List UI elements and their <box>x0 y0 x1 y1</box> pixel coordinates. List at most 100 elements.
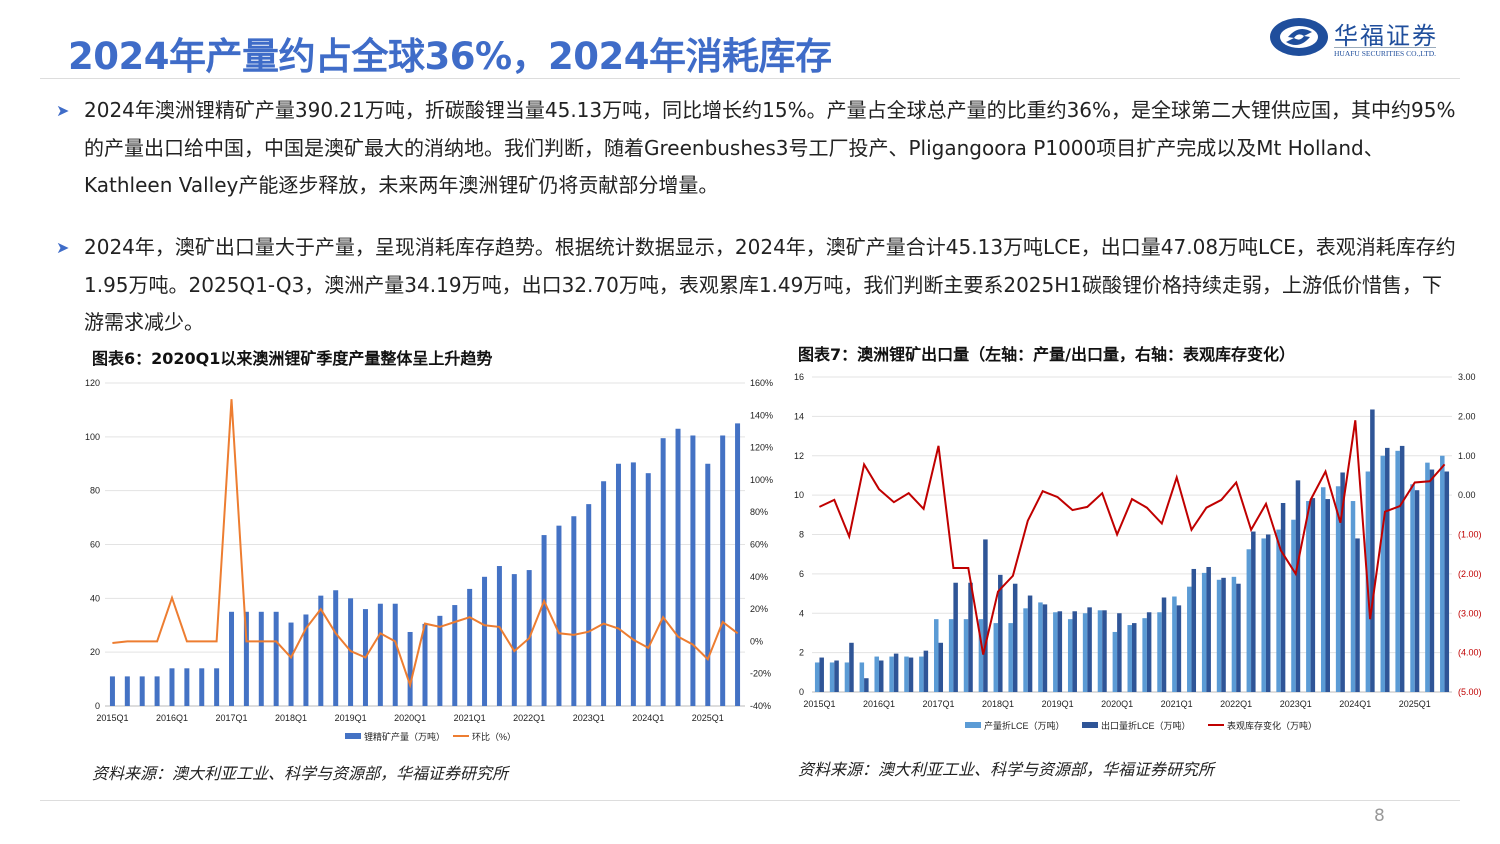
bar-1 <box>829 662 835 692</box>
y-left-tick-label: 0 <box>95 701 100 711</box>
bar-2 <box>878 660 884 692</box>
bar-2 <box>953 582 958 692</box>
line-series <box>818 420 1446 655</box>
bar-2 <box>968 582 973 692</box>
y-right-tick-label: 160% <box>750 378 773 388</box>
bar-1 <box>1216 579 1222 692</box>
bar-1 <box>452 605 458 706</box>
bar-1 <box>675 428 681 706</box>
chart-1-source: 资料来源：澳大利亚工业、科学与资源部，华福证券研究所 <box>92 764 509 783</box>
bar-1 <box>1038 602 1043 692</box>
bar-1 <box>482 576 488 706</box>
y-right-tick-label: 100% <box>750 475 773 485</box>
bar-1 <box>934 619 939 692</box>
bar-1 <box>1425 462 1430 692</box>
bar-1 <box>904 656 909 692</box>
company-logo: 华福证券 HUAFU SECURITIES CO.,LTD. <box>1268 16 1453 62</box>
y-right-tick-label: 0% <box>750 636 763 646</box>
x-tick-label: 2016Q1 <box>863 699 895 709</box>
bar-2 <box>1295 480 1301 692</box>
bar-1 <box>1440 455 1445 692</box>
bar-1 <box>1172 596 1177 692</box>
bar-2 <box>849 642 854 692</box>
chart-2-title: 图表7：澳洲锂矿出口量（左轴：产量/出口量，右轴：表观库存变化） <box>798 345 1295 364</box>
bar-1 <box>1008 623 1013 692</box>
bar-1 <box>586 504 592 706</box>
legend-label: 产量折LCE（万吨） <box>984 720 1065 731</box>
bar-1 <box>645 473 651 706</box>
legend-swatch <box>965 722 981 728</box>
bar-1 <box>1082 613 1088 692</box>
bar-2 <box>1072 611 1077 692</box>
x-tick-label: 2015Q1 <box>803 699 835 709</box>
x-tick-label: 2021Q1 <box>454 713 486 723</box>
bar-1 <box>978 619 984 692</box>
bar-1 <box>407 631 413 706</box>
bar-2 <box>1087 607 1092 692</box>
x-tick-label: 2017Q1 <box>215 713 247 723</box>
bar-1 <box>511 574 517 706</box>
bar-1 <box>392 603 398 706</box>
legend-label: 表观库存变化（万吨） <box>1227 720 1317 731</box>
y-right-tick-label: (5.00) <box>1458 687 1482 697</box>
bar-1 <box>377 603 383 706</box>
bar-2 <box>1221 577 1226 692</box>
bar-1 <box>993 623 999 692</box>
y-right-tick-label: 3.00 <box>1458 372 1476 382</box>
bar-2 <box>1385 447 1390 692</box>
x-tick-label: 2018Q1 <box>982 699 1014 709</box>
bar-2 <box>938 642 944 692</box>
bar-1 <box>601 481 607 706</box>
bar-1 <box>1395 450 1400 692</box>
bar-1 <box>1276 529 1281 692</box>
bar-1 <box>243 611 249 706</box>
bar-1 <box>556 525 562 706</box>
bullet-text: 2024年，澳矿出口量大于产量，呈现消耗库存趋势。根据统计数据显示，2024年，… <box>84 235 1456 334</box>
x-tick-label: 2019Q1 <box>1042 699 1074 709</box>
bar-2 <box>923 650 929 692</box>
bar-2 <box>1132 623 1137 692</box>
bullet-text: 2024年澳洲锂精矿产量390.21万吨，折碳酸锂当量45.13万吨，同比增长约… <box>84 98 1456 197</box>
bar-1 <box>571 516 577 706</box>
bar-1 <box>154 676 160 706</box>
bar-2 <box>908 657 914 692</box>
bar-1 <box>1231 576 1237 692</box>
x-tick-label: 2015Q1 <box>96 713 128 723</box>
bar-1 <box>1201 572 1207 692</box>
bar-1 <box>1320 487 1326 692</box>
y-right-tick-label: 2.00 <box>1458 411 1476 421</box>
y-left-tick-label: 8 <box>799 530 804 540</box>
bar-2 <box>819 657 824 692</box>
huafu-logo-icon <box>1270 18 1328 56</box>
bar-2 <box>1102 610 1107 692</box>
bar-1 <box>660 438 666 706</box>
y-right-tick-label: 1.00 <box>1458 451 1476 461</box>
bar-1 <box>1157 612 1162 692</box>
y-left-tick-label: 12 <box>794 451 804 461</box>
bar-1 <box>199 668 205 706</box>
bar-1 <box>229 611 235 706</box>
y-right-tick-label: (2.00) <box>1458 569 1482 579</box>
legend-label: 锂精矿产量（万吨） <box>364 731 445 742</box>
bar-1 <box>422 623 428 706</box>
bar-1 <box>273 611 279 706</box>
bar-2 <box>1355 538 1360 692</box>
y-left-tick-label: 120 <box>85 378 100 388</box>
bar-1 <box>1023 608 1028 692</box>
bar-2 <box>834 660 839 692</box>
bar-2 <box>1191 568 1197 692</box>
bar-1 <box>1291 519 1296 692</box>
bar-2 <box>1340 472 1345 692</box>
y-right-tick-label: -20% <box>750 669 771 679</box>
bar-1 <box>874 656 879 692</box>
logo-text-cn: 华福证券 <box>1334 22 1438 50</box>
bar-1 <box>303 614 309 706</box>
bar-2 <box>1399 445 1405 692</box>
y-left-tick-label: 20 <box>90 647 100 657</box>
arrow-bullet-icon: ➤ <box>56 101 70 120</box>
y-left-tick-label: 10 <box>794 490 804 500</box>
bar-2 <box>1444 471 1450 692</box>
y-left-tick-label: 16 <box>794 372 804 382</box>
x-tick-label: 2016Q1 <box>156 713 188 723</box>
